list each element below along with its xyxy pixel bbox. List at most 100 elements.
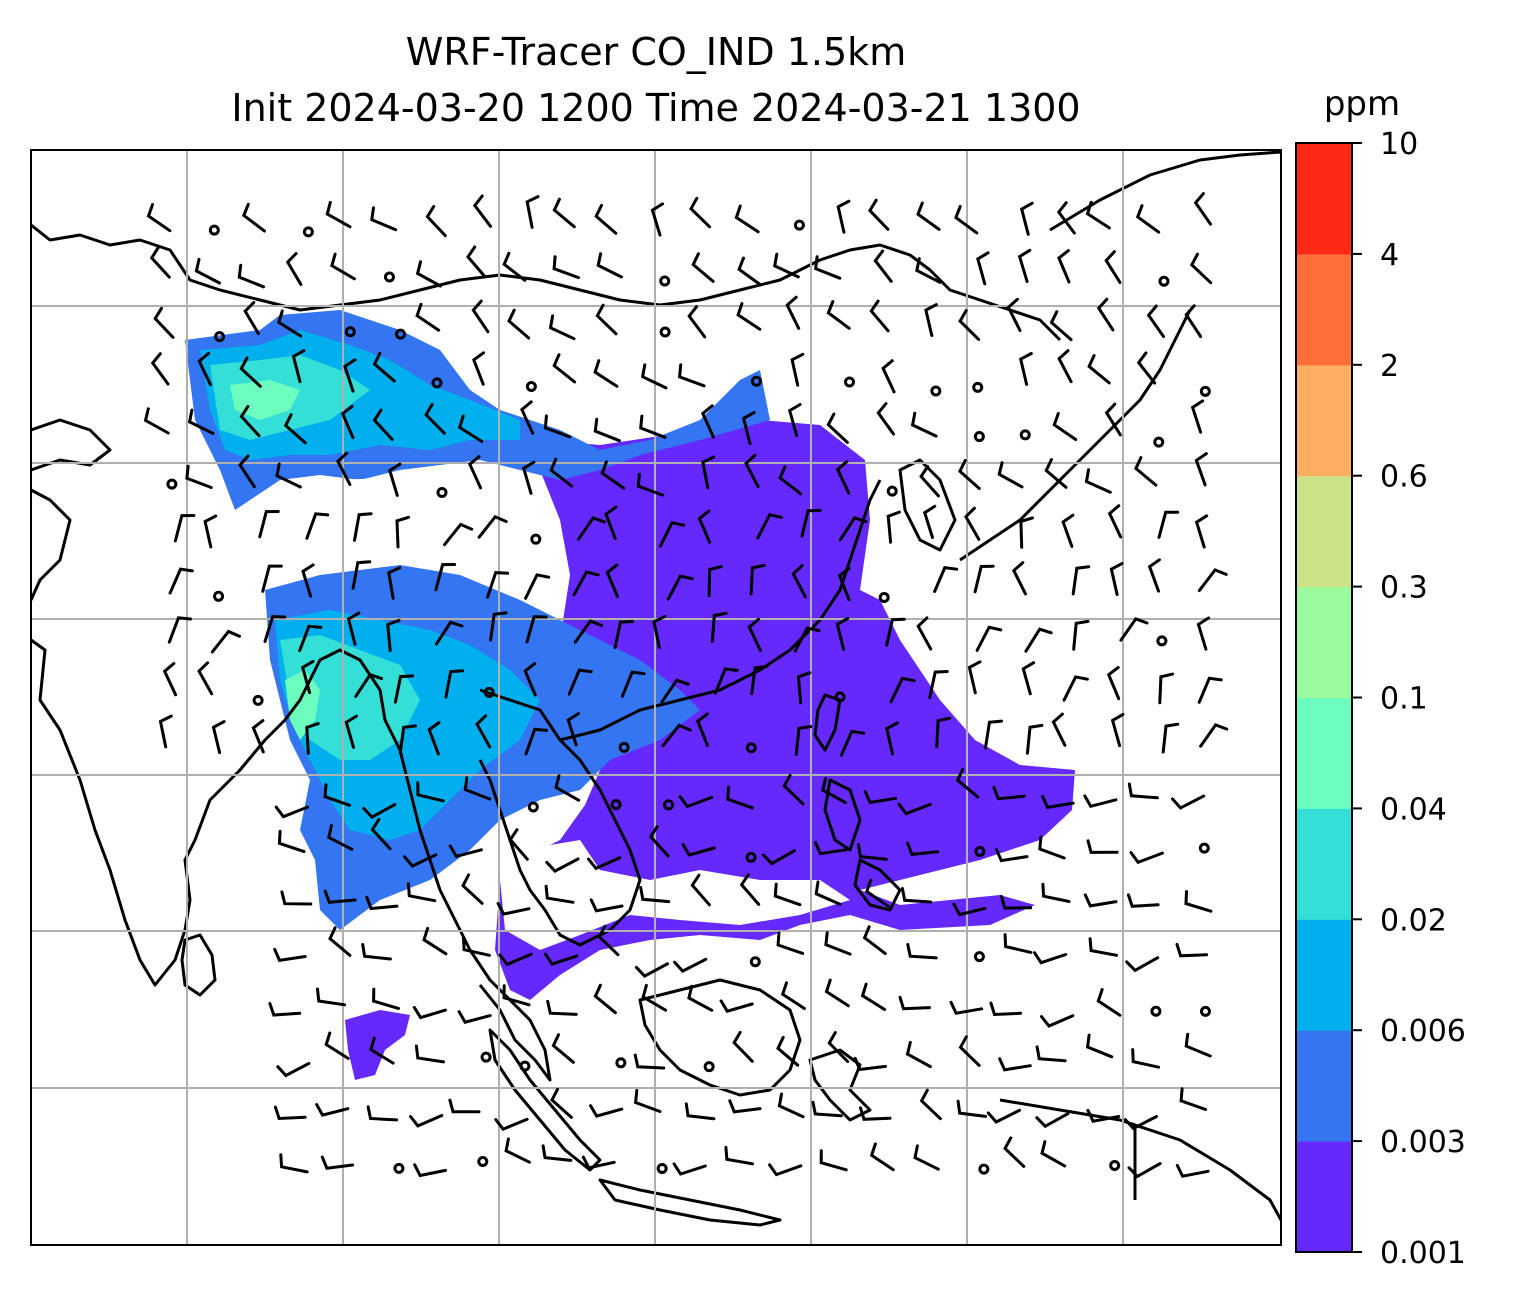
- wind-barb: [648, 825, 670, 858]
- wind-barb: [280, 890, 313, 906]
- wind-barb: [650, 202, 665, 237]
- calm-wind-circle: [1153, 436, 1165, 448]
- wind-barb: [749, 563, 766, 596]
- wind-barb: [203, 514, 218, 549]
- wind-barb: [785, 295, 801, 330]
- wind-barb: [636, 472, 665, 497]
- wind-barb: [1071, 565, 1091, 596]
- wind-barb: [924, 303, 938, 337]
- wind-barb: [1085, 200, 1111, 230]
- wind-barb: [415, 260, 442, 288]
- wind-barb: [424, 403, 446, 435]
- wind-barb: [550, 1087, 573, 1119]
- tracer-plume-central-peak: [285, 670, 320, 740]
- colorbar-tick-label: 0.6: [1380, 460, 1428, 495]
- wind-barb: [1109, 562, 1124, 596]
- wind-barb: [595, 303, 618, 336]
- wind-barb: [1049, 310, 1073, 342]
- colorbar-block: [1296, 1030, 1352, 1142]
- calm-wind-circle: [477, 1156, 489, 1168]
- wind-barb: [1110, 712, 1125, 748]
- calm-wind-circle: [214, 331, 226, 343]
- wind-barb: [298, 624, 323, 653]
- colorbar-block: [1296, 808, 1352, 920]
- wind-barb: [869, 1142, 895, 1172]
- wind-barb: [865, 878, 890, 908]
- wind-barb: [554, 774, 581, 802]
- wind-barb: [1086, 1108, 1121, 1123]
- wind-barb: [666, 574, 694, 601]
- wind-barb: [1199, 723, 1229, 748]
- wind-barb: [1087, 354, 1111, 385]
- map-subtitle: Init 2024-03-20 1200 Time 2024-03-21 130…: [231, 86, 1081, 130]
- colorbar-block: [1296, 143, 1352, 255]
- wind-barb: [1035, 1112, 1070, 1129]
- wind-barb: [827, 1031, 850, 1063]
- wind-barb: [756, 513, 783, 540]
- wind-barb: [1197, 676, 1223, 704]
- wind-barb: [541, 1144, 573, 1162]
- calm-wind-circle: [618, 741, 630, 753]
- wind-barb: [545, 857, 580, 873]
- wind-barb: [1175, 1163, 1210, 1178]
- calm-wind-circle: [973, 951, 985, 963]
- wind-barb: [1011, 561, 1027, 596]
- wind-barb: [814, 841, 848, 856]
- wind-barb: [471, 351, 485, 386]
- wind-barb: [502, 984, 531, 1007]
- calm-wind-circle: [431, 377, 443, 389]
- wind-barb: [955, 767, 980, 799]
- wind-barb: [976, 251, 990, 286]
- wind-barbs: [143, 192, 1229, 1179]
- colorbar-tick-label: 0.006: [1380, 1014, 1466, 1049]
- wind-barb: [915, 257, 942, 284]
- wind-barb: [343, 358, 357, 393]
- wind-barb: [794, 725, 813, 756]
- wind-barb: [1127, 782, 1159, 800]
- wind-barb: [652, 614, 667, 649]
- wind-barb: [369, 1036, 395, 1065]
- wind-barb: [457, 414, 484, 443]
- wind-barb: [707, 565, 723, 597]
- wind-barb: [589, 1104, 624, 1118]
- wind-barb: [1035, 1045, 1067, 1063]
- wind-barb: [283, 413, 307, 445]
- calm-wind-circle: [527, 801, 539, 813]
- wind-barb: [406, 882, 437, 903]
- wind-barb: [443, 522, 474, 547]
- wind-barb: [258, 510, 280, 539]
- wind-barb: [836, 199, 851, 234]
- colorbar-block: [1296, 475, 1352, 588]
- wind-barb: [791, 564, 807, 599]
- wind-barb: [997, 461, 1024, 489]
- wind-barb: [773, 882, 802, 907]
- wind-barb: [958, 309, 981, 341]
- colorbar-tick-label: 0.3: [1380, 571, 1428, 606]
- wind-barb: [502, 251, 527, 282]
- wind-barb: [552, 353, 577, 384]
- wind-barb: [678, 363, 706, 388]
- wind-barb: [472, 194, 492, 228]
- wind-barb: [900, 887, 933, 904]
- wind-barb: [897, 802, 932, 816]
- wind-barb: [837, 566, 851, 602]
- wind-barb: [370, 206, 398, 232]
- wind-barb: [1003, 1136, 1026, 1168]
- wind-barb: [868, 198, 890, 231]
- wind-barb: [1119, 617, 1149, 642]
- calm-wind-circle: [843, 376, 855, 388]
- coast-bay-east: [283, 648, 552, 1082]
- calm-wind-circle: [886, 485, 898, 497]
- wind-barb: [881, 359, 896, 394]
- wind-barb: [658, 521, 686, 548]
- wind-barb: [187, 408, 215, 435]
- wind-barb: [387, 462, 402, 497]
- wind-barb: [859, 1106, 892, 1121]
- coast-newguinea: [999, 1098, 1281, 1221]
- wind-barb: [1179, 1087, 1208, 1111]
- wind-barb: [521, 460, 536, 495]
- colorbar-block: [1296, 919, 1352, 1031]
- wind-barb: [916, 201, 941, 231]
- colorbar-block: [1296, 586, 1352, 698]
- calm-wind-circle: [393, 1162, 405, 1174]
